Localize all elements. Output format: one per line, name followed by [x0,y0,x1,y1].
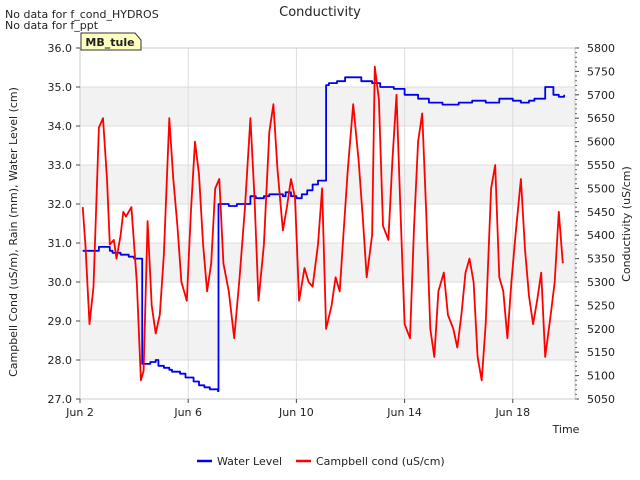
left-tick-label: 28.0 [48,354,73,367]
right-tick-label: 5150 [587,346,615,359]
notice-cond-hydros: No data for f_cond_HYDROS [5,8,159,21]
x-tick-label: Jun 6 [173,406,202,419]
x-tick-label: Jun 10 [278,406,314,419]
background-band [80,87,575,126]
site-tag: MB_tule [80,32,142,51]
right-tick-label: 5100 [587,370,615,383]
right-tick-label: 5400 [587,229,615,242]
right-tick-label: 5450 [587,206,615,219]
background-band [80,243,575,282]
left-axis-ticks: 27.0 28.0 29.0 30.0 31.0 32.0 33.0 34.0 35.0 36.0 [48,42,80,406]
x-tick-label: Jun 2 [65,406,94,419]
chart-title: Conductivity [279,5,361,20]
left-tick-label: 34.0 [48,120,73,133]
series-line-campbell-cond [81,65,564,382]
left-tick-label: 29.0 [48,315,73,328]
left-tick-label: 31.0 [48,237,73,250]
legend: Water Level Campbell cond (uS/cm) [197,455,445,468]
left-tick-label: 32.0 [48,198,73,211]
left-tick-label: 30.0 [48,276,73,289]
notice-ppt: No data for f_ppt [5,19,99,32]
right-tick-label: 5800 [587,42,615,55]
right-tick-label: 5350 [587,253,615,266]
y-axis-label-left: Campbell Cond (uS/m), Rain (mm), Water L… [7,87,20,377]
right-tick-label: 5200 [587,323,615,336]
site-tag-label: MB_tule [85,36,134,49]
left-tick-label: 36.0 [48,42,73,55]
y-axis-label-right: Conductivity (uS/cm) [620,166,633,282]
left-tick-label: 35.0 [48,81,73,94]
x-axis-label: Time [552,423,580,436]
plot-frame [79,47,576,400]
left-tick-label: 33.0 [48,159,73,172]
right-tick-label: 5650 [587,112,615,125]
right-tick-label: 5300 [587,276,615,289]
right-tick-label: 5500 [587,182,615,195]
series-layer [81,65,566,393]
right-tick-label: 5250 [587,299,615,312]
right-tick-label: 5550 [587,159,615,172]
right-axis-ticks: 5050 5100 5150 5200 5250 5300 5350 5400 5450 5500… [575,42,615,406]
legend-label-campbell-cond: Campbell cond (uS/cm) [316,455,445,468]
x-tick-label: Jun 18 [494,406,530,419]
background-band [80,165,575,204]
x-axis-ticks: Jun 2 Jun 6 Jun 10 Jun 14 Jun 18 [65,399,530,419]
background-band [80,321,575,360]
right-tick-label: 5600 [587,136,615,149]
legend-label-water-level: Water Level [217,455,282,468]
left-tick-label: 27.0 [48,393,73,406]
right-tick-label: 5750 [587,65,615,78]
right-tick-label: 5700 [587,89,615,102]
x-tick-label: Jun 14 [386,406,422,419]
right-tick-label: 5050 [587,393,615,406]
